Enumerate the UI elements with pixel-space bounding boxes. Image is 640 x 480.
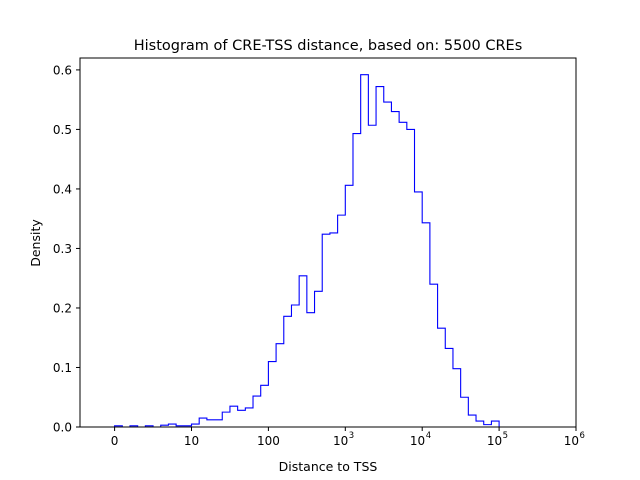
x-tick-label: 100 [257, 434, 280, 448]
x-tick-label: 10 [487, 434, 502, 448]
plot-frame [79, 57, 577, 428]
x-tick-exponent: 6 [580, 431, 585, 441]
chart-title: Histogram of CRE-TSS distance, based on:… [134, 38, 523, 54]
y-axis: 0.0 0.1 0.2 0.3 0.4 0.5 0.6 [53, 63, 80, 435]
x-tick-label: 0 [111, 434, 119, 448]
y-tick-label: 0.5 [53, 123, 72, 137]
x-axis-label: Distance to TSS [279, 459, 378, 474]
y-tick-label: 0.6 [53, 63, 72, 77]
x-tick-label: 10 [410, 434, 425, 448]
plot-area [114, 74, 553, 428]
y-tick-label: 0.4 [53, 182, 72, 196]
y-tick-label: 0.3 [53, 242, 72, 256]
y-tick-label: 0.1 [53, 361, 72, 375]
y-tick-label: 0.2 [53, 301, 72, 315]
histogram-step-line [114, 74, 553, 428]
x-tick-label: 10 [184, 434, 199, 448]
x-tick-exponent: 4 [426, 431, 431, 441]
x-axis: 0 10 100 10 3 10 4 10 5 10 6 [111, 427, 585, 448]
x-tick-label: 10 [333, 434, 348, 448]
x-tick-label: 10 [564, 434, 579, 448]
y-axis-label: Density [28, 219, 43, 267]
y-tick-label: 0.0 [53, 421, 72, 435]
x-tick-exponent: 3 [349, 431, 354, 441]
x-tick-exponent: 5 [503, 431, 508, 441]
